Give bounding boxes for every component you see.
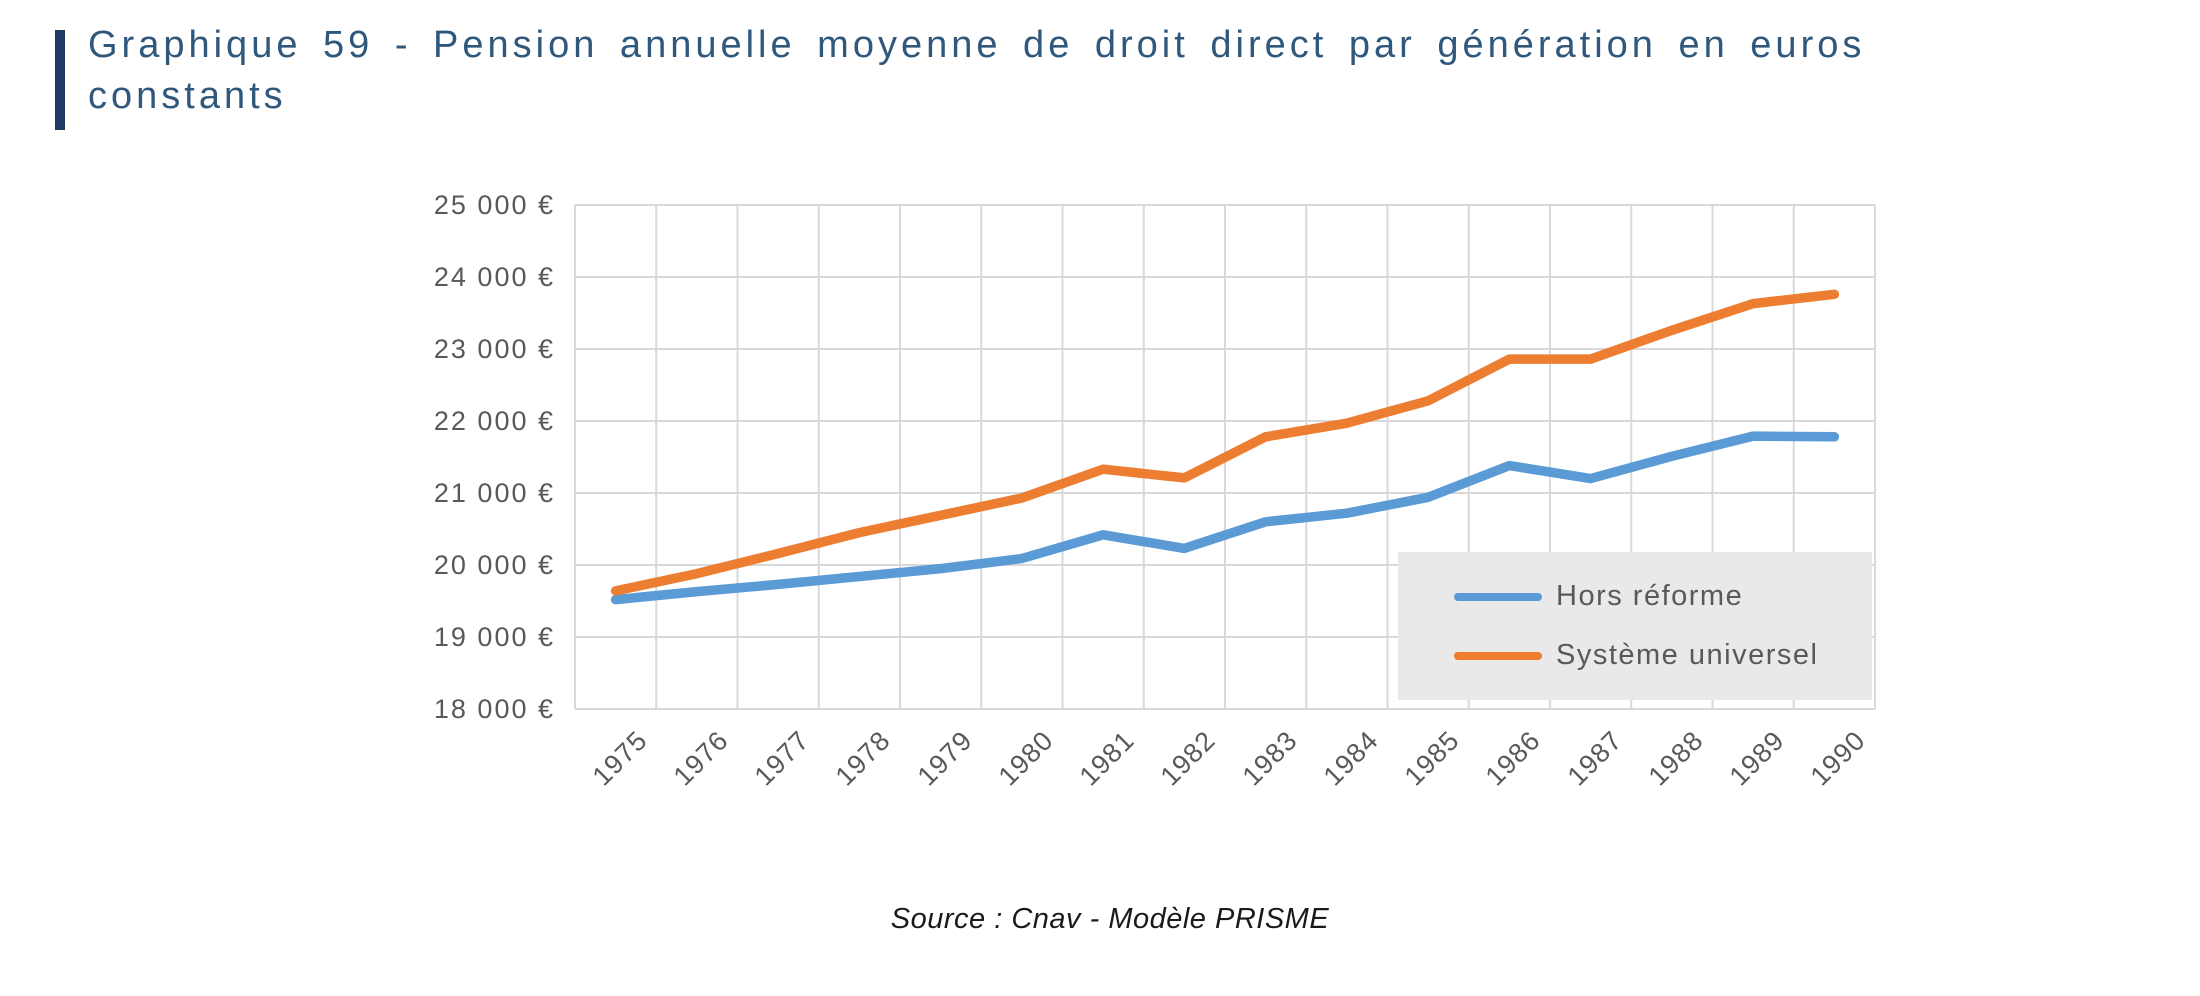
page-title-line-1: Graphique 59 - Pension annuelle moyenne … <box>88 24 1866 66</box>
legend-label-systeme-universel: Système universel <box>1556 639 1819 671</box>
source-caption: Source : Cnav - Modèle PRISME <box>890 903 1330 935</box>
page-title-line-2: constants <box>88 75 287 117</box>
series-line-systeme-universel <box>610 289 1840 596</box>
x-axis-tick-label: 1986 <box>1480 725 1547 792</box>
y-axis-tick-label: 22 000 € <box>433 406 555 436</box>
x-axis-tick-label: 1981 <box>1073 725 1141 792</box>
x-axis-tick-label: 1985 <box>1398 725 1466 792</box>
y-axis-tick-label: 20 000 € <box>433 550 555 580</box>
x-axis-tick-label: 1983 <box>1236 725 1303 792</box>
y-axis-tick-label: 18 000 € <box>433 694 555 724</box>
x-axis-tick-label: 1975 <box>586 725 653 792</box>
x-axis-tick-label: 1988 <box>1642 725 1710 792</box>
legend-swatch-systeme-universel <box>1454 651 1542 660</box>
page-title: Graphique 59 - Pension annuelle moyenne … <box>88 20 2168 122</box>
legend-item-hors-reforme: Hors réforme <box>1454 580 1872 613</box>
x-axis-tick-label: 1976 <box>667 725 735 792</box>
chart-legend: Hors réforme Système universel <box>1398 552 1872 700</box>
y-axis-tick-label: 23 000 € <box>433 334 555 364</box>
y-axis-tick-label: 24 000 € <box>433 262 555 292</box>
x-axis-tick-label: 1990 <box>1805 725 1872 792</box>
x-axis-tick-label: 1982 <box>1155 725 1222 792</box>
x-axis-tick-label: 1984 <box>1317 725 1385 792</box>
legend-swatch-hors-reforme <box>1454 592 1542 601</box>
x-axis-tick-label: 1978 <box>830 725 897 792</box>
legend-item-systeme-universel: Système universel <box>1454 639 1872 672</box>
x-axis-tick-label: 1980 <box>992 725 1060 792</box>
y-axis-tick-label: 25 000 € <box>433 190 555 220</box>
title-accent-bar <box>55 30 65 130</box>
x-axis-tick-label: 1989 <box>1723 725 1791 792</box>
series-line-hors-reforme <box>610 431 1840 605</box>
x-axis-tick-label: 1977 <box>748 725 816 792</box>
y-axis-tick-label: 21 000 € <box>433 478 555 508</box>
legend-label-hors-reforme: Hors réforme <box>1556 580 1744 612</box>
x-axis-tick-label: 1987 <box>1561 725 1628 792</box>
x-axis-tick-label: 1979 <box>911 725 978 792</box>
y-axis-tick-label: 19 000 € <box>433 622 555 652</box>
